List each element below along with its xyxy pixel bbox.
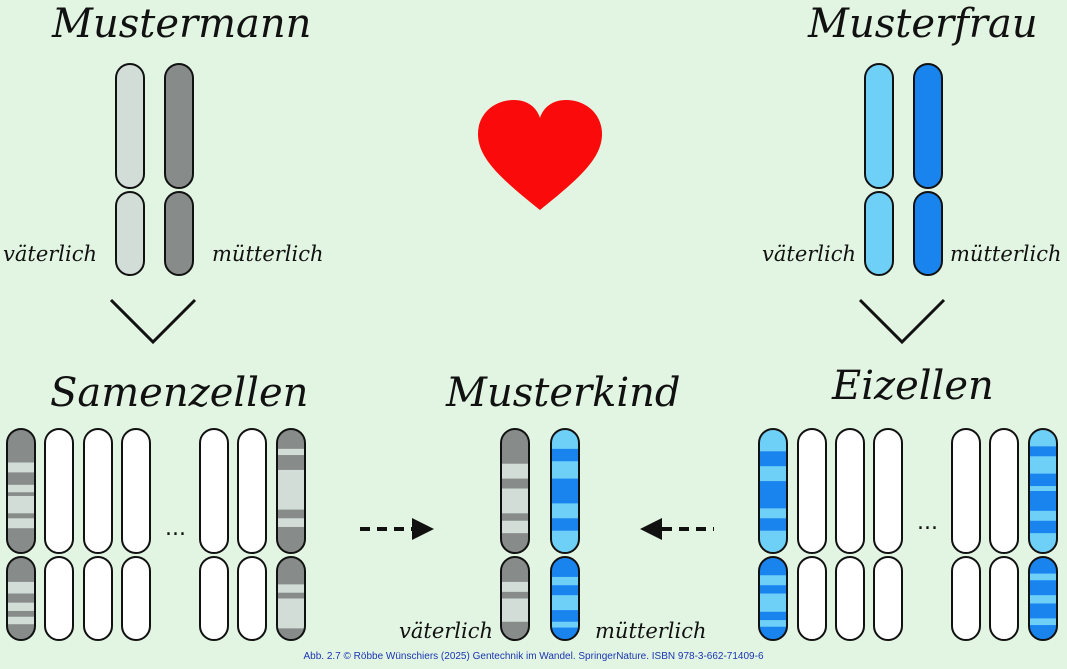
arrow-left-icon [640,518,714,540]
father-paternal-chromosome-lower-arm [115,191,145,276]
sperm-chromosome-empty-5-lower-arm [237,556,267,641]
egg-chromosome-1-upper-arm [758,428,788,554]
chevron-down-icon [109,298,197,345]
eggs-title: Eizellen [832,363,994,409]
child-chromosomes [500,428,580,641]
egg-chromosome-empty-3-lower-arm [873,556,903,641]
egg-chromosome-empty-1-upper-arm [797,428,827,554]
sperm-chromosome-last-upper-arm [276,428,306,554]
father-maternal-chromosome-lower-arm [164,191,194,276]
child-maternal-chromosome-upper-arm [550,428,580,554]
heart-icon [478,100,602,210]
sperm-chromosome-empty-3-upper-arm [121,428,151,554]
sperm-chromosome-empty-1-upper-arm [44,428,74,554]
sperm-chromosome-1-upper-arm [6,428,36,554]
egg-chromosome-last-lower-arm [1028,556,1058,641]
mother-maternal-chromosome-upper-arm [913,63,943,189]
eggs-ellipsis: ... [917,510,938,535]
egg-chromosome-1-lower-arm [758,556,788,641]
child-title: Musterkind [446,370,681,416]
mother-maternal-label: mütterlich [950,242,1062,266]
father-paternal-chromosome-upper-arm [115,63,145,189]
egg-chromosome-empty-1-lower-arm [797,556,827,641]
child-maternal-label: mütterlich [595,619,707,643]
parent-chromosomes [115,63,943,276]
sperm-chromosome-empty-2-upper-arm [83,428,113,554]
mother-paternal-chromosome-lower-arm [864,191,894,276]
egg-chromosome-empty-4-upper-arm [951,428,981,554]
chevron-down-icon [858,298,946,345]
egg-chromosome-empty-2-upper-arm [835,428,865,554]
mother-paternal-label: väterlich [762,242,857,266]
egg-chromosome-empty-4-lower-arm [951,556,981,641]
father-maternal-chromosome-upper-arm [164,63,194,189]
father-paternal-label: väterlich [3,242,98,266]
arrow-right-icon [360,518,434,540]
sperm-title: Samenzellen [50,370,309,416]
child-paternal-chromosome-upper-arm [500,428,530,554]
child-maternal-chromosome-lower-arm [550,556,580,641]
credit-line: Abb. 2.7 © Röbbe Wünschiers (2025) Gente… [303,651,764,662]
sperm-ellipsis: ... [165,516,186,541]
child-paternal-label: väterlich [399,619,494,643]
mother-maternal-chromosome-lower-arm [913,191,943,276]
mother-paternal-chromosome-upper-arm [864,63,894,189]
egg-chromosome-empty-5-upper-arm [989,428,1019,554]
sperm-chromosome-1-lower-arm [6,556,36,641]
father-title: Mustermann [52,1,312,47]
sperm-chromosome-empty-3-lower-arm [121,556,151,641]
egg-chromosome-empty-3-upper-arm [873,428,903,554]
sperm-chromosome-empty-5-upper-arm [237,428,267,554]
child-paternal-chromosome-lower-arm [500,556,530,641]
egg-chromosome-empty-5-lower-arm [989,556,1019,641]
egg-chromosome-last-upper-arm [1028,428,1058,554]
egg-chromosome-empty-2-lower-arm [835,556,865,641]
gamete-chromosomes [6,428,1058,641]
sperm-chromosome-last-lower-arm [276,556,306,641]
sperm-chromosome-empty-2-lower-arm [83,556,113,641]
sperm-chromosome-empty-4-upper-arm [199,428,229,554]
sperm-chromosome-empty-1-lower-arm [44,556,74,641]
mother-title: Musterfrau [808,1,1038,47]
sperm-chromosome-empty-4-lower-arm [199,556,229,641]
father-maternal-label: mütterlich [212,242,324,266]
